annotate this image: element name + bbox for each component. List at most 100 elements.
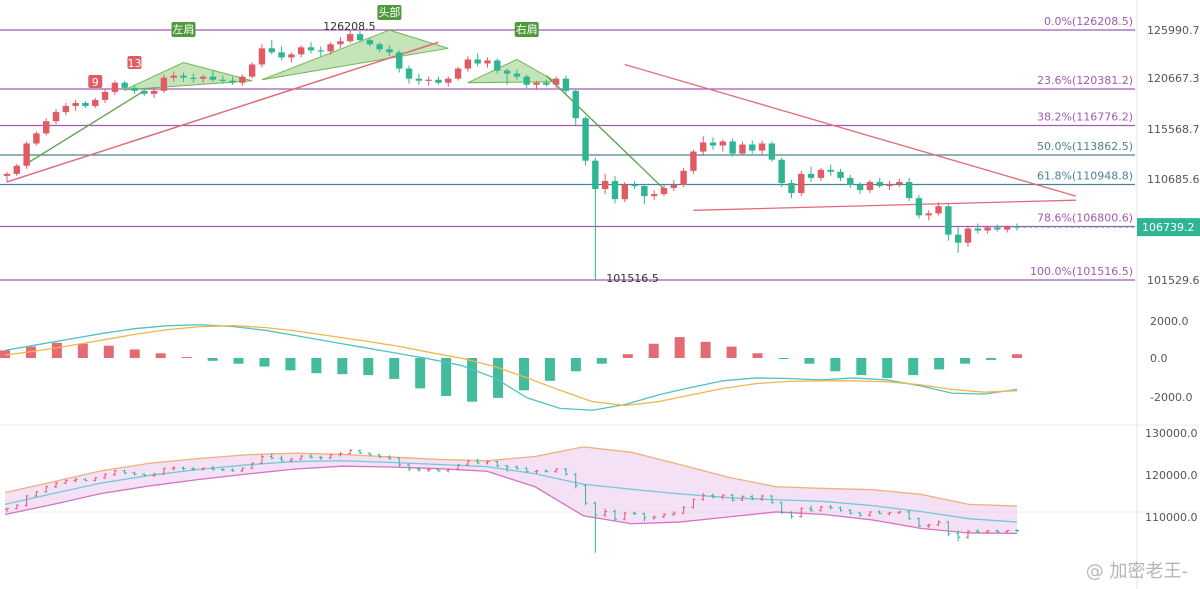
macd-histogram-bar [518, 358, 529, 391]
candle-body [52, 112, 60, 122]
macd-histogram-bar [493, 358, 504, 398]
last-price-label: 106739.2 [1142, 221, 1195, 234]
candle-body [749, 144, 756, 151]
bollinger-y-tick-label: 110000.0 [1145, 511, 1198, 524]
pattern-badge [377, 5, 402, 20]
candle-body [533, 82, 540, 85]
macd-histogram-bar [233, 358, 244, 364]
candle-body [121, 82, 128, 88]
triangle-upper-line [624, 63, 1077, 197]
candle-body [1003, 226, 1011, 230]
macd-y-tick-label: -2000.0 [1150, 391, 1192, 404]
candle-body [405, 68, 413, 79]
pattern-label: 头部 [378, 5, 400, 19]
macd-histogram-bar [960, 358, 971, 364]
macd-dea-line [4, 325, 1018, 407]
candle-body [474, 59, 481, 64]
candle-body [866, 181, 874, 191]
candle-body [954, 234, 962, 243]
fib-label: 38.2%(116776.2) [1037, 110, 1133, 123]
y-tick-label: 110685.6 [1147, 173, 1200, 186]
y-tick-label: 125990.7 [1147, 24, 1200, 37]
y-tick-label: 120667.3 [1147, 72, 1200, 85]
macd-histogram-bar [129, 349, 140, 358]
candle-body [297, 47, 305, 55]
macd-histogram-bar [856, 358, 867, 376]
candle-body [886, 183, 893, 187]
pattern-label: 右肩 [516, 22, 538, 36]
macd-histogram-bar [726, 346, 737, 358]
candle-body [847, 177, 854, 185]
candle-body [3, 173, 11, 176]
head-shape [261, 29, 449, 81]
bollinger-lower-line [4, 465, 1018, 535]
macd-histogram-bar [103, 345, 114, 358]
candle-body [317, 50, 324, 52]
macd-histogram-bar [648, 343, 659, 358]
candle-body [876, 181, 883, 187]
candle-body [288, 54, 295, 58]
macd-histogram-bar [778, 358, 789, 359]
macd-histogram-bar [934, 358, 945, 370]
candle-body [660, 188, 668, 195]
macd-histogram-bar [77, 343, 88, 358]
candle-body [484, 60, 491, 64]
right-shoulder-shape [467, 58, 558, 84]
bollinger-y-tick-label: 120000.0 [1145, 469, 1198, 482]
candle-body [494, 60, 501, 71]
triangle-lower-line [693, 199, 1076, 211]
candle-body [758, 143, 766, 151]
candle-body [219, 79, 226, 81]
candle-body [905, 181, 913, 199]
macd-histogram-bar [544, 358, 555, 381]
bollinger-y-tick-label: 130000.0 [1145, 427, 1198, 440]
macd-histogram-bar [285, 358, 296, 371]
macd-y-tick-label: 0.0 [1150, 352, 1168, 365]
high-annotation: 126208.5 [323, 20, 376, 33]
candle-body [543, 82, 550, 85]
candle-body [994, 227, 1001, 230]
y-tick-label: 115568.7 [1147, 123, 1200, 136]
candle-body [23, 143, 30, 166]
fib-label: 100.0%(101516.5) [1030, 265, 1133, 278]
macd-y-tick-label: 2000.0 [1150, 315, 1189, 328]
macd-histogram-bar [51, 342, 62, 358]
candle-body [513, 73, 521, 77]
candle-body [739, 144, 746, 154]
candle-body [601, 180, 609, 190]
watermark-text: @ 加密老王- [1085, 561, 1188, 582]
bollinger-mid-line [4, 460, 1018, 523]
macd-histogram-bar [363, 358, 374, 376]
candle-body [415, 78, 423, 81]
candle-body [209, 76, 217, 80]
uptrend-line [26, 90, 145, 165]
candle-body [641, 186, 648, 197]
fib-label: 0.0%(126208.5) [1044, 15, 1133, 28]
left-shoulder-shape [124, 61, 253, 91]
pattern-label: 左肩 [173, 22, 195, 36]
macd-histogram-bar [181, 357, 192, 359]
candle-body [945, 206, 952, 235]
candle-body [180, 75, 187, 78]
macd-dif-line [4, 324, 1018, 411]
candle-body [33, 133, 40, 144]
candle-body [445, 78, 452, 83]
macd-histogram-bar [622, 354, 633, 358]
candle-body [72, 102, 79, 107]
macd-histogram-bar [804, 358, 815, 364]
macd-histogram-bar [311, 358, 322, 374]
pattern-badge [514, 22, 539, 37]
candle-body [425, 79, 432, 81]
candle-body [190, 77, 197, 79]
fib-label: 50.0%(113862.5) [1037, 140, 1133, 153]
candle-body [327, 44, 334, 52]
macd-histogram-bar [674, 337, 685, 358]
candle-body [690, 151, 697, 171]
candle-body [101, 91, 109, 100]
candle-body [307, 47, 315, 51]
candle-body [43, 121, 50, 134]
macd-histogram-bar [700, 341, 711, 358]
candle-body [700, 142, 707, 152]
candle-body [611, 180, 619, 200]
